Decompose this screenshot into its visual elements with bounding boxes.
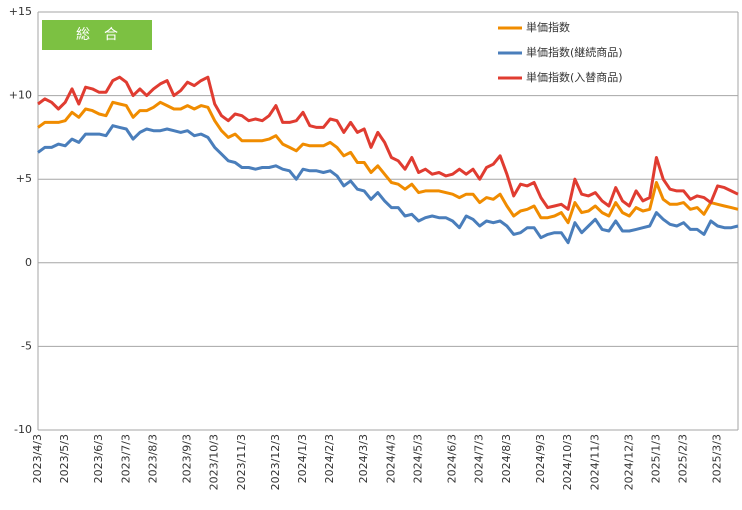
x-tick-label: 2023/12/3 (269, 434, 282, 490)
y-tick-label: +10 (9, 89, 32, 102)
x-tick-label: 2024/2/3 (323, 434, 336, 483)
x-tick-label: 2024/12/3 (622, 434, 635, 490)
legend-label: 単価指数 (526, 20, 570, 34)
chart-title: 総 合 (76, 27, 118, 43)
legend-label: 単価指数(入替商品) (526, 70, 623, 84)
y-tick-label: -5 (21, 339, 32, 352)
x-tick-label: 2023/10/3 (208, 434, 221, 490)
x-tick-label: 2023/4/3 (31, 434, 44, 483)
y-tick-label: -10 (14, 423, 32, 436)
legend-label: 単価指数(継続商品) (526, 45, 623, 59)
x-tick-label: 2024/9/3 (534, 434, 547, 483)
x-tick-label: 2024/5/3 (412, 434, 425, 483)
series-line (37, 124, 739, 245)
x-tick-label: 2023/9/3 (181, 434, 194, 483)
x-tick-label: 2023/11/3 (235, 434, 248, 490)
x-tick-label: 2025/3/3 (711, 434, 724, 483)
title-box (42, 20, 152, 50)
series-line (37, 100, 739, 225)
x-tick-label: 2024/11/3 (588, 434, 601, 490)
y-tick-label: +15 (9, 5, 32, 18)
x-tick-label: 2023/8/3 (147, 434, 160, 483)
x-tick-label: 2024/4/3 (384, 434, 397, 483)
x-tick-label: 2024/10/3 (561, 434, 574, 490)
x-tick-label: 2023/6/3 (92, 434, 105, 483)
x-tick-label: 2024/1/3 (296, 434, 309, 483)
x-tick-label: 2024/3/3 (357, 434, 370, 483)
series-line (37, 75, 739, 211)
y-tick-label: +5 (16, 172, 32, 185)
x-tick-label: 2023/7/3 (119, 434, 132, 483)
x-tick-label: 2023/5/3 (58, 434, 71, 483)
y-tick-label: 0 (25, 256, 32, 269)
x-tick-label: 2024/6/3 (446, 434, 459, 483)
x-tick-label: 2024/8/3 (500, 434, 513, 483)
x-tick-label: 2024/7/3 (473, 434, 486, 483)
x-tick-label: 2025/1/3 (649, 434, 662, 483)
x-tick-label: 2025/2/3 (677, 434, 690, 483)
